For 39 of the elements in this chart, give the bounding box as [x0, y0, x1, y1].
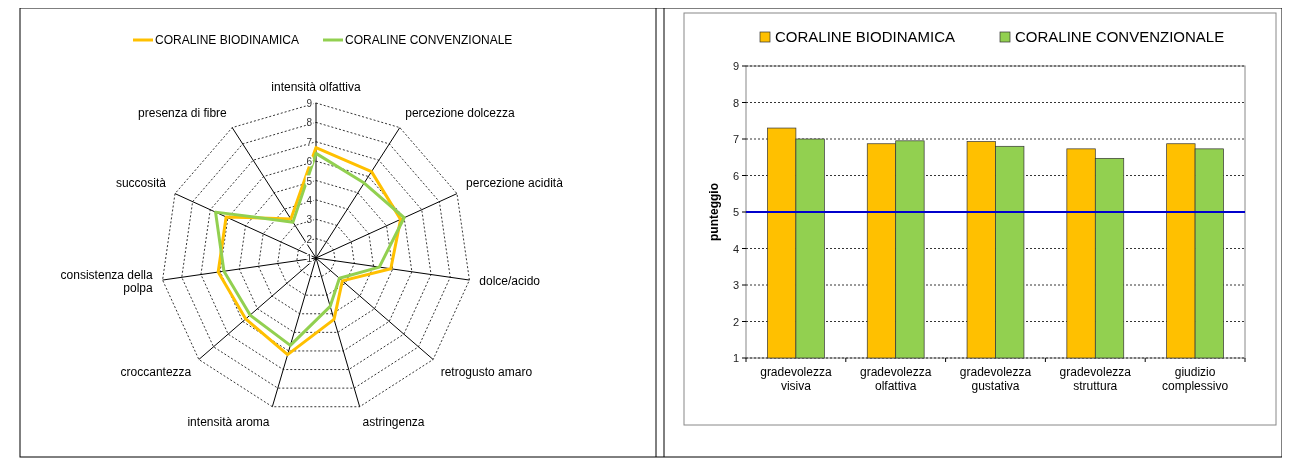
spoke-label: retrogusto amaro: [440, 365, 533, 380]
x-tick-label: gradevolezza visiva: [760, 365, 832, 393]
spoke-label: succosità: [115, 176, 167, 191]
y-tick-label: 2: [306, 233, 313, 245]
spoke-label: croccantezza: [120, 365, 192, 380]
y-axis-title: punteggio: [707, 183, 721, 241]
y-tick-label: 1: [306, 253, 313, 264]
spoke-label: dolce/acido: [479, 274, 541, 289]
spoke-label: percezione dolcezza: [405, 106, 515, 121]
y-tick-label: 9: [306, 98, 313, 109]
y-tick-label: 7: [306, 136, 313, 148]
y-tick-label: 6: [306, 156, 313, 168]
y-tick-label: 1: [732, 352, 739, 364]
spoke-label: percezione acidità: [466, 176, 564, 191]
y-tick-label: 2: [732, 315, 739, 328]
legend-label: CORALINE CONVENZIONALE: [1015, 28, 1225, 45]
spoke-label: presenza di fibre: [138, 106, 228, 121]
spoke-label: astringenza: [362, 415, 425, 430]
y-tick-label: 3: [306, 214, 313, 226]
legend-label: CORALINE CONVENZIONALE: [345, 33, 513, 47]
y-tick-label: 5: [306, 175, 313, 187]
y-tick-label: 4: [732, 242, 739, 255]
spoke-label: consistenza della polpa: [60, 267, 153, 295]
y-tick-label: 9: [732, 60, 739, 72]
spoke-label: intensità aroma: [187, 415, 270, 430]
x-tick-label: gradevolezza gustativa: [959, 365, 1032, 393]
y-tick-label: 3: [732, 279, 739, 291]
y-tick-label: 5: [732, 206, 739, 218]
y-tick-label: 4: [306, 194, 313, 206]
x-tick-label: gradevolezza struttura: [1059, 365, 1132, 393]
x-tick-label: gradevolezza olfattiva: [860, 365, 932, 393]
spoke-label: intensità olfattiva: [271, 80, 362, 94]
x-tick-label: giudizio complessivo: [1162, 365, 1229, 393]
legend-label: CORALINE BIODINAMICA: [775, 28, 956, 45]
y-tick-label: 6: [732, 169, 739, 182]
y-tick-label: 8: [306, 117, 313, 129]
legend-label: CORALINE BIODINAMICA: [155, 33, 300, 47]
y-tick-label: 7: [732, 133, 739, 145]
y-tick-label: 8: [732, 96, 739, 109]
